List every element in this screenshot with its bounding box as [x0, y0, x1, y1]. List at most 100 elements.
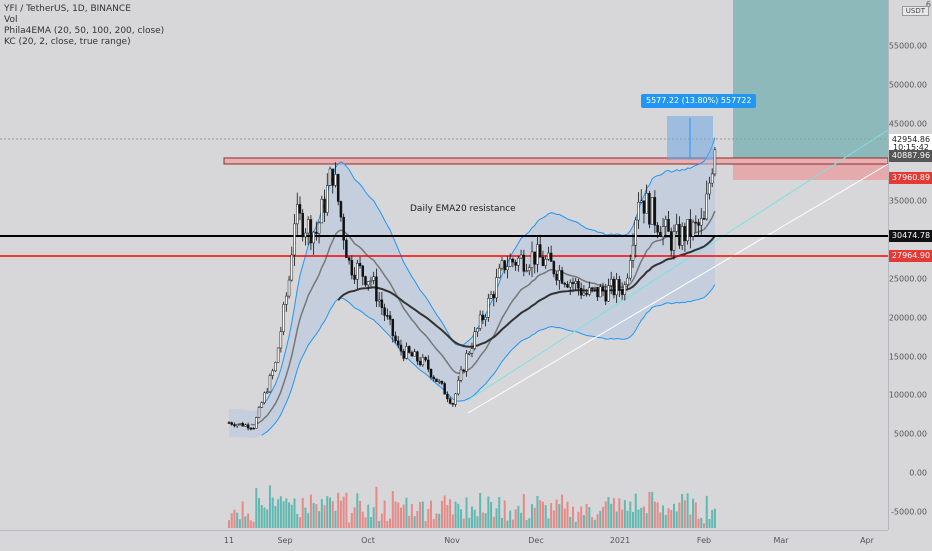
candle-body [596, 286, 599, 298]
candle-body [260, 402, 264, 408]
candle [347, 256, 351, 265]
candle [620, 282, 624, 300]
candle-body [336, 174, 340, 202]
candle [454, 392, 457, 407]
candle-body [487, 298, 490, 318]
volume-bar [460, 509, 463, 528]
candle-body [620, 289, 624, 295]
candle [323, 189, 326, 223]
volume-bar [522, 494, 525, 528]
candle [345, 238, 348, 258]
candle-body [413, 351, 416, 357]
candle [599, 283, 602, 298]
candle [386, 308, 389, 320]
candle-body [328, 168, 332, 186]
candle-body [467, 352, 471, 355]
candle [459, 366, 463, 383]
candle [560, 266, 564, 285]
candle [465, 349, 468, 377]
volume-bar [386, 520, 389, 528]
candle [227, 421, 231, 424]
volume-bar [607, 497, 610, 528]
candle [230, 421, 233, 426]
candle-body [326, 185, 329, 213]
candle-body [533, 251, 536, 265]
candle-body [579, 287, 583, 296]
candle-body [664, 219, 668, 227]
candle [713, 147, 717, 177]
candle-body [230, 422, 233, 425]
support-trendline-white [467, 163, 888, 414]
candle [577, 278, 580, 296]
candle [650, 197, 654, 225]
volume-bar [574, 521, 577, 528]
candle [312, 231, 315, 255]
candle-body [298, 204, 302, 214]
time-axis[interactable]: 11 Sep Oct Nov Dec 2021 Feb Mar Apr [0, 530, 888, 551]
volume-indicator-label[interactable]: Vol [4, 15, 18, 25]
candle [708, 176, 711, 200]
candle [356, 259, 359, 289]
candle-body [276, 347, 280, 363]
volume-bar [449, 499, 452, 528]
candle-body [244, 424, 247, 427]
volume-bar [659, 512, 662, 528]
candle-body [252, 427, 255, 430]
volume-bar [555, 499, 558, 528]
volume-bar [432, 519, 435, 528]
volume-bar [708, 518, 711, 528]
candle-body [295, 204, 299, 225]
candle [427, 355, 430, 373]
time-tick: Sep [277, 536, 293, 545]
candle-body [585, 292, 588, 295]
volume-bar [632, 511, 635, 528]
kc-lower [261, 284, 716, 436]
volume-bar [525, 519, 528, 528]
candle [432, 375, 435, 382]
candle [574, 277, 577, 291]
volume-bar [356, 493, 359, 528]
volume-bar [263, 507, 266, 528]
candle-body [246, 424, 250, 429]
volume-bar [539, 500, 542, 528]
volume-bar [648, 491, 651, 528]
price-tick: 15000.00 [888, 352, 927, 362]
candle-body [435, 378, 438, 382]
candle [377, 292, 381, 307]
symbol-title[interactable]: YFI / TetherUS, 1D, BINANCE [4, 4, 131, 14]
candle-body [309, 219, 313, 244]
candle [244, 423, 247, 427]
candle [525, 263, 528, 273]
candle-body [568, 282, 572, 288]
candle [571, 277, 575, 293]
price-axis[interactable]: 6 USDT 55000.00 50000.00 45000.00 35000.00 2… [888, 0, 932, 530]
price-tick: 0.00 [909, 468, 927, 478]
candle [233, 422, 236, 428]
volume-bar [596, 514, 599, 528]
candle [563, 281, 567, 288]
volume-bar [413, 516, 416, 528]
volume-bar [372, 507, 375, 528]
volume-bar [473, 509, 476, 528]
volume-bar [711, 509, 714, 528]
currency-badge[interactable]: USDT [901, 6, 929, 16]
volume-bar [713, 508, 716, 528]
candle [407, 345, 411, 354]
ema-indicator-label[interactable]: Phila4EMA (20, 50, 100, 200, close) [4, 26, 165, 36]
resistance-box [223, 157, 888, 165]
candle [282, 301, 285, 336]
candle-body [331, 168, 334, 186]
candle-body [678, 224, 681, 246]
candle-body [339, 201, 343, 218]
candle [397, 336, 400, 349]
volume-bar [334, 510, 337, 528]
volume-bar [492, 516, 495, 528]
candle-body [672, 231, 676, 251]
candle-body [555, 273, 558, 281]
kc-indicator-label[interactable]: KC (20, 2, close, true range) [4, 37, 131, 47]
volume-bar [642, 506, 645, 528]
volume-bar [326, 496, 329, 528]
price-chart[interactable] [0, 0, 888, 530]
volume-bar [348, 522, 351, 528]
candle [538, 234, 542, 258]
